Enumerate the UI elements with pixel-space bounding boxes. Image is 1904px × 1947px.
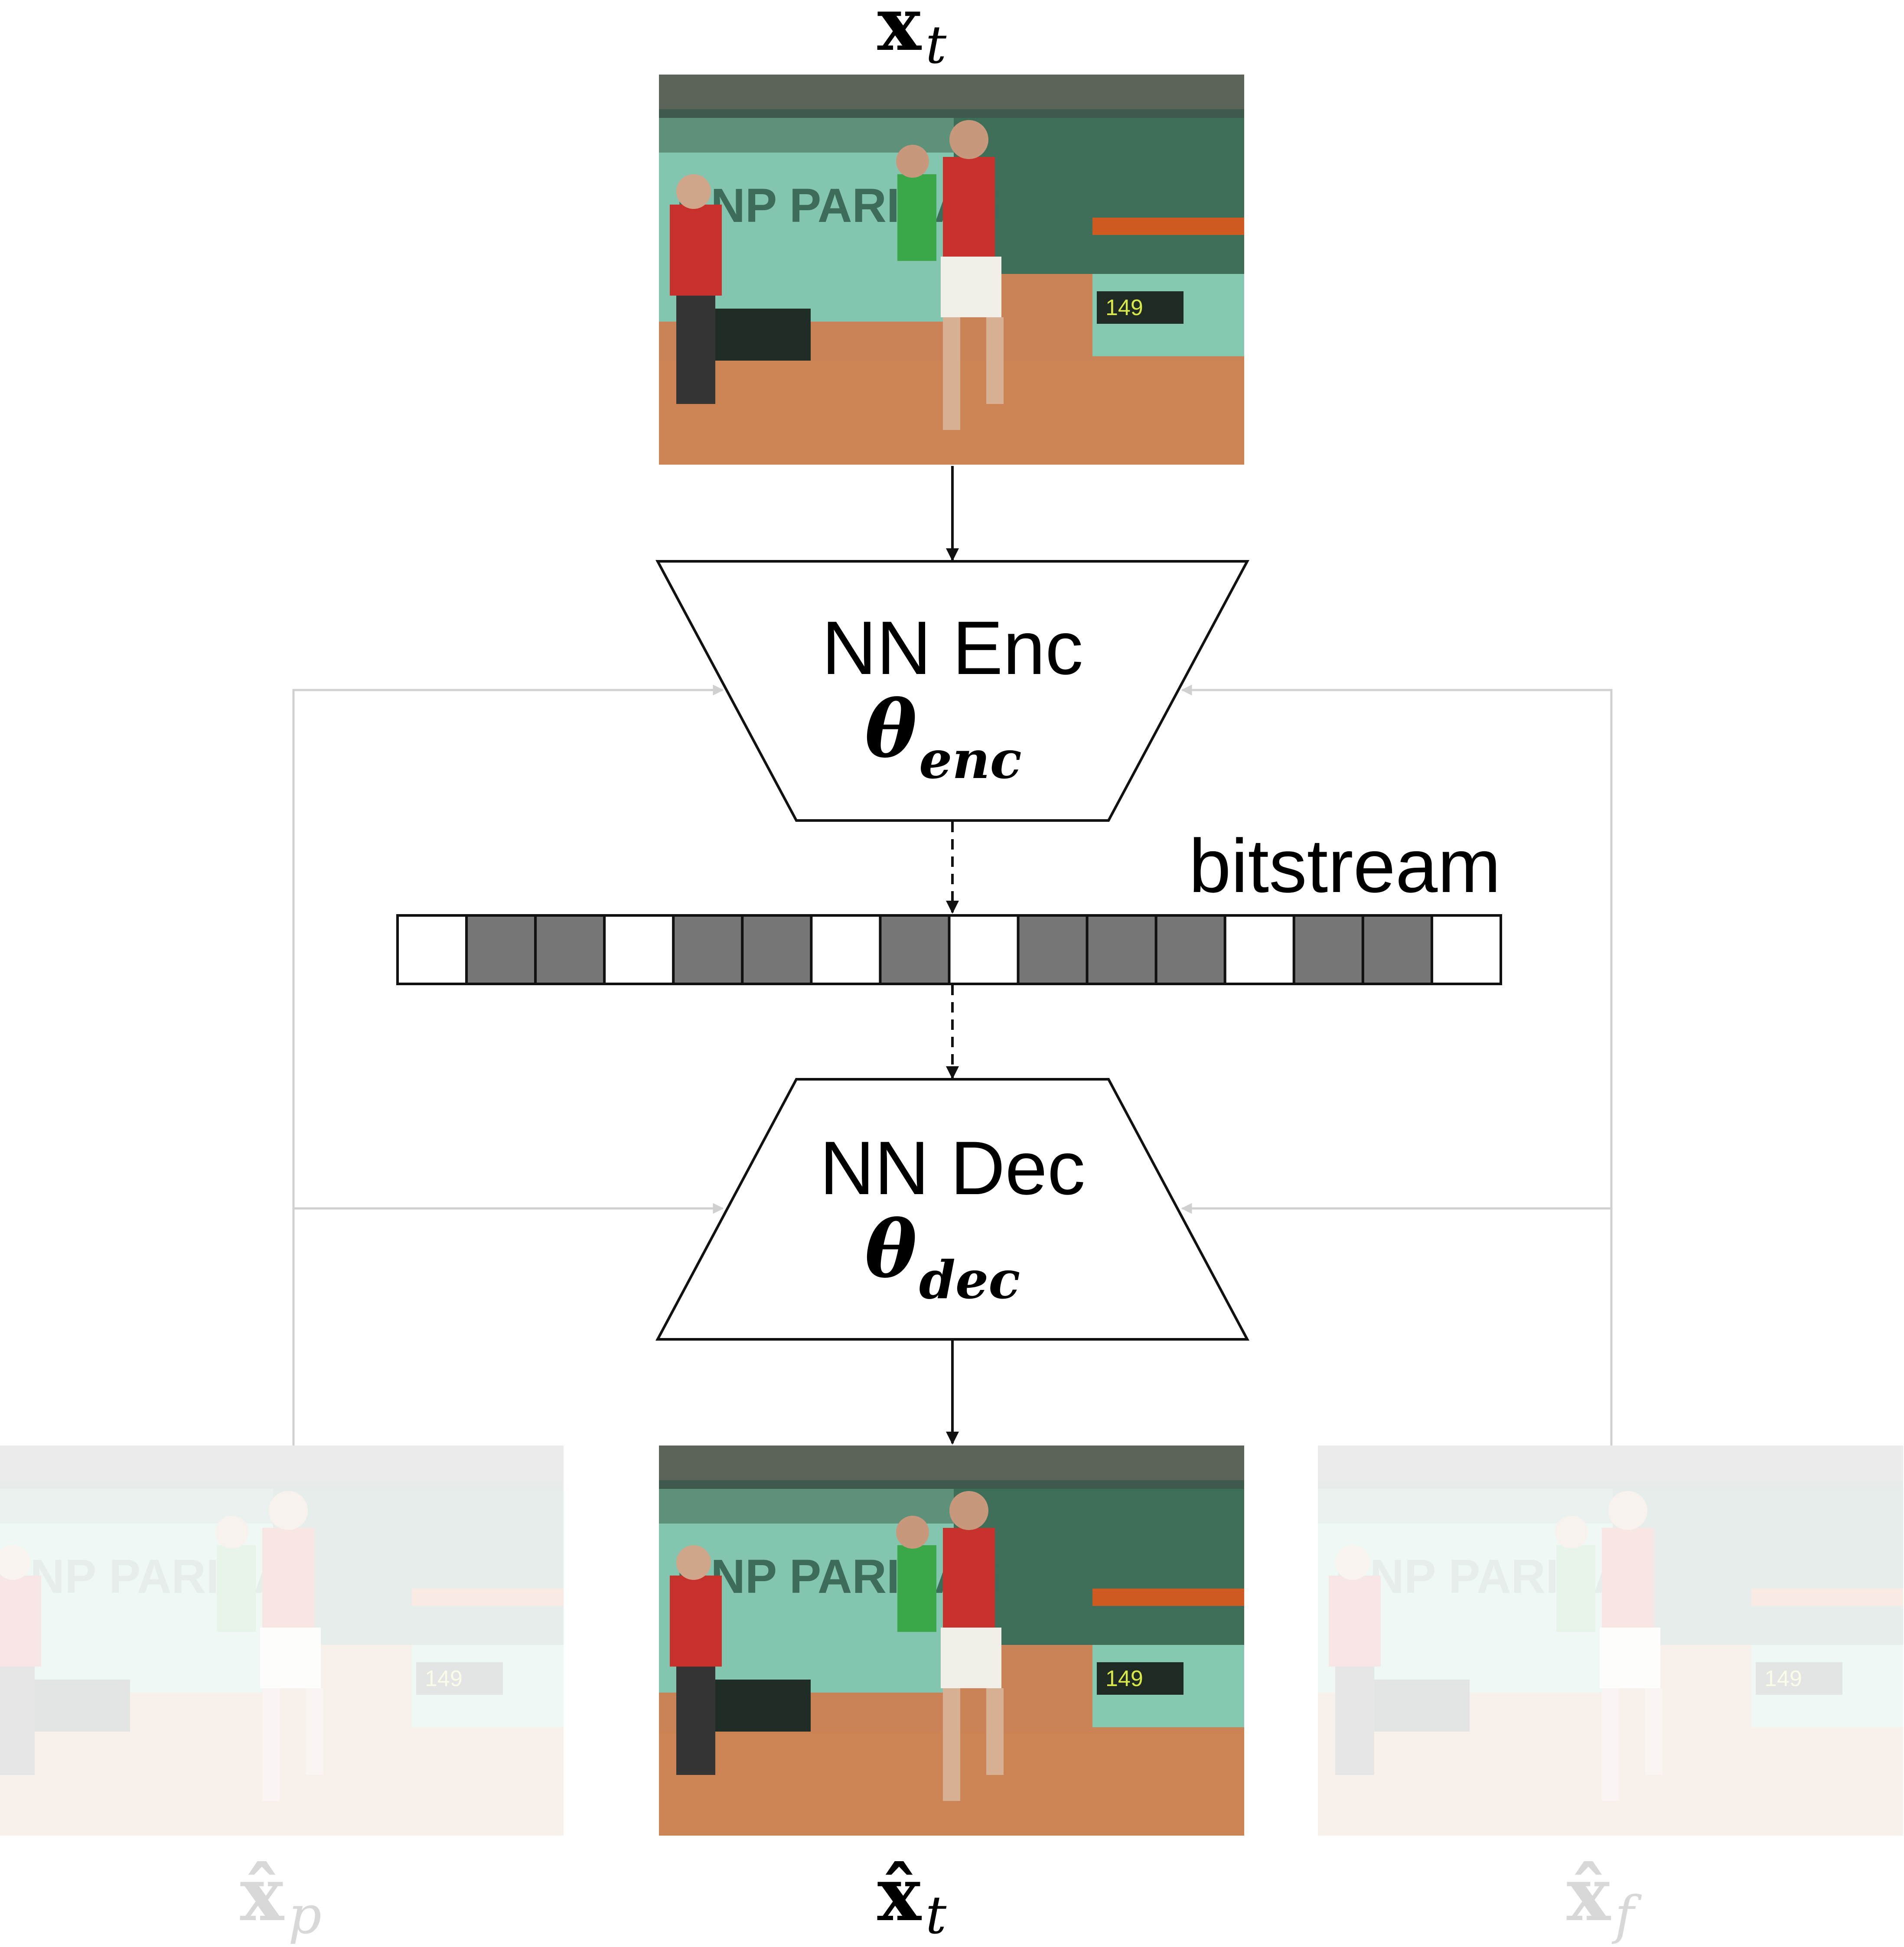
bit-cell-empty	[1223, 914, 1295, 985]
input-frame-image	[659, 75, 1244, 465]
bit-cell-filled	[534, 914, 606, 985]
future-frame-fade	[1318, 1446, 1904, 1836]
bit-cell-empty	[396, 914, 468, 985]
bit-cell-filled	[1292, 914, 1364, 985]
bitstream-bar	[396, 914, 1502, 985]
future-frame-label: x̂	[1567, 1851, 1611, 1938]
bit-cell-filled	[879, 914, 951, 985]
reconstructed-frame-label: x̂	[877, 1851, 922, 1938]
bit-cell-filled	[1017, 914, 1089, 985]
bit-cell-filled	[1361, 914, 1433, 985]
encoder-param-subscript: enc	[919, 729, 1022, 791]
decoder-title: NN Dec	[820, 1126, 1086, 1211]
bitstream-label: bitstream	[1189, 824, 1501, 908]
encoder-block	[655, 560, 1250, 822]
bit-cell-empty	[603, 914, 675, 985]
bit-cell-empty	[1430, 914, 1502, 985]
input-frame-subscript: t	[926, 15, 947, 75]
future-to-encoder-line	[1181, 684, 1613, 1446]
input-frame-label: x	[877, 0, 922, 68]
bit-cell-filled	[465, 914, 537, 985]
bit-cell-filled	[1154, 914, 1226, 985]
reconstructed-frame-subscript: t	[926, 1885, 947, 1946]
encoder-param: θ	[865, 684, 917, 775]
past-frame-label: x̂	[240, 1851, 285, 1938]
future-frame-subscript: f	[1611, 1885, 1642, 1946]
decoder-param-subscript: dec	[919, 1250, 1020, 1311]
encoder-title: NN Enc	[822, 606, 1083, 690]
bit-cell-filled	[672, 914, 744, 985]
decoder-block	[655, 1078, 1249, 1341]
bit-cell-filled	[741, 914, 813, 985]
past-frame-fade	[0, 1446, 586, 1836]
bit-cell-empty	[948, 914, 1020, 985]
bit-cell-filled	[1086, 914, 1157, 985]
reconstructed-frame-image	[659, 1446, 1244, 1836]
past-to-encoder-line	[292, 684, 724, 1446]
decoder-param: θ	[865, 1204, 917, 1295]
past-frame-subscript: p	[288, 1885, 322, 1946]
bit-cell-empty	[810, 914, 882, 985]
